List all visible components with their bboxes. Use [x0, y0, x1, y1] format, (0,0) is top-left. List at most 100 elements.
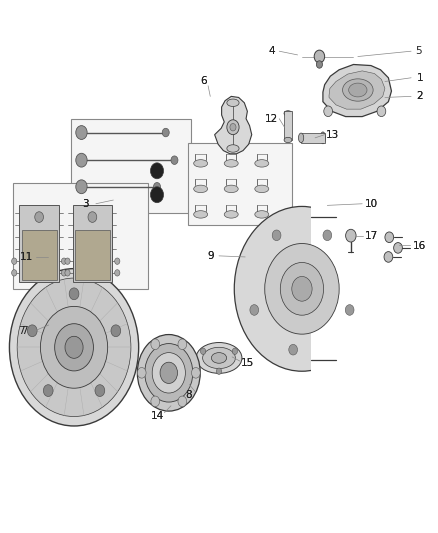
Ellipse shape	[255, 160, 269, 167]
Circle shape	[151, 339, 159, 350]
Circle shape	[234, 206, 370, 371]
Circle shape	[95, 385, 105, 397]
Circle shape	[61, 258, 67, 264]
Ellipse shape	[194, 211, 208, 218]
Circle shape	[377, 106, 386, 117]
Circle shape	[265, 244, 339, 334]
Text: 1: 1	[417, 73, 423, 83]
Circle shape	[384, 252, 393, 262]
Circle shape	[230, 124, 236, 131]
Ellipse shape	[224, 211, 238, 218]
Text: 2: 2	[417, 91, 423, 101]
Circle shape	[88, 212, 97, 222]
Circle shape	[151, 396, 159, 407]
Text: 10: 10	[365, 199, 378, 209]
Ellipse shape	[284, 138, 292, 143]
Circle shape	[150, 187, 163, 203]
Circle shape	[289, 344, 297, 355]
Circle shape	[12, 270, 17, 276]
Circle shape	[43, 385, 53, 397]
Circle shape	[345, 305, 354, 316]
Circle shape	[394, 243, 403, 253]
Bar	[21, 230, 57, 280]
Circle shape	[138, 368, 146, 378]
Circle shape	[40, 306, 108, 388]
Circle shape	[115, 270, 120, 276]
Circle shape	[150, 163, 163, 179]
Polygon shape	[215, 96, 252, 154]
Text: 16: 16	[412, 241, 426, 251]
Text: 13: 13	[326, 130, 339, 140]
Text: 13: 13	[326, 130, 339, 140]
Ellipse shape	[255, 211, 269, 218]
Circle shape	[316, 61, 322, 68]
Circle shape	[191, 368, 200, 378]
Bar	[284, 111, 292, 140]
Ellipse shape	[194, 185, 208, 192]
Text: 14: 14	[151, 411, 165, 422]
Circle shape	[145, 344, 193, 402]
Circle shape	[201, 348, 206, 354]
Circle shape	[28, 325, 37, 337]
Text: 12: 12	[265, 114, 278, 124]
Polygon shape	[323, 64, 392, 117]
Circle shape	[323, 230, 332, 240]
Ellipse shape	[320, 132, 325, 144]
Circle shape	[272, 230, 281, 240]
Text: 16: 16	[412, 241, 426, 251]
Circle shape	[160, 362, 177, 383]
Text: 4: 4	[268, 46, 275, 56]
Circle shape	[76, 154, 87, 167]
Circle shape	[178, 396, 187, 407]
Ellipse shape	[343, 79, 373, 101]
Circle shape	[324, 106, 332, 117]
Circle shape	[76, 180, 87, 193]
Text: 15: 15	[241, 358, 254, 368]
Circle shape	[115, 258, 120, 264]
Ellipse shape	[255, 185, 269, 192]
Bar	[19, 205, 59, 282]
Text: 11: 11	[20, 252, 34, 262]
Circle shape	[385, 232, 394, 243]
Circle shape	[346, 229, 356, 242]
Circle shape	[314, 50, 325, 63]
Circle shape	[61, 270, 67, 276]
Text: 12: 12	[265, 114, 278, 124]
Text: 10: 10	[365, 199, 378, 209]
Text: 1: 1	[417, 73, 423, 83]
Ellipse shape	[284, 111, 292, 116]
Circle shape	[10, 269, 139, 426]
Text: 17: 17	[364, 231, 378, 241]
Ellipse shape	[227, 145, 239, 152]
Circle shape	[12, 258, 17, 264]
Circle shape	[280, 262, 324, 315]
Circle shape	[65, 258, 70, 264]
Text: 7: 7	[21, 326, 28, 336]
Circle shape	[292, 277, 312, 301]
Circle shape	[171, 156, 178, 165]
Bar	[301, 133, 325, 143]
Ellipse shape	[298, 133, 304, 143]
Text: 9: 9	[207, 251, 214, 261]
Circle shape	[216, 368, 222, 374]
Ellipse shape	[224, 160, 238, 167]
Polygon shape	[311, 201, 378, 376]
Bar	[73, 205, 112, 282]
Polygon shape	[329, 71, 385, 109]
Text: 6: 6	[201, 77, 207, 86]
Text: 17: 17	[364, 231, 378, 241]
Ellipse shape	[224, 185, 238, 192]
Circle shape	[55, 324, 93, 371]
Text: 4: 4	[268, 46, 275, 56]
Ellipse shape	[194, 160, 208, 167]
Text: 9: 9	[207, 251, 214, 261]
Circle shape	[152, 353, 185, 393]
Bar	[75, 230, 110, 280]
Text: 2: 2	[417, 91, 423, 101]
Circle shape	[250, 305, 258, 316]
Ellipse shape	[349, 83, 367, 97]
Circle shape	[35, 212, 43, 222]
Ellipse shape	[227, 99, 239, 107]
Text: 7: 7	[18, 326, 25, 336]
Circle shape	[69, 288, 79, 300]
